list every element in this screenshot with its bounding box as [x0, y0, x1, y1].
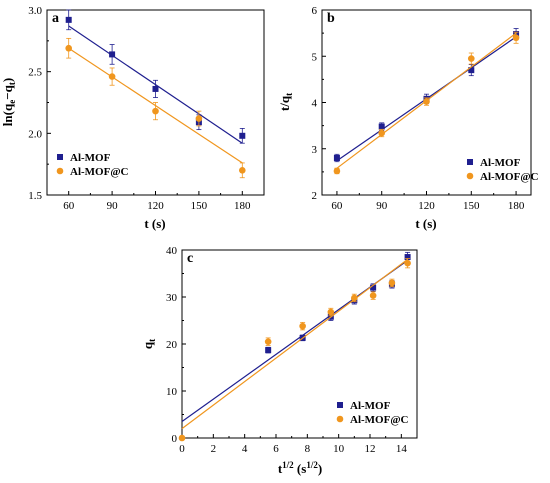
series-al-mof-c: [333, 31, 520, 175]
panel-letter: c: [187, 251, 193, 266]
legend-marker: [336, 415, 344, 423]
legend-marker: [466, 172, 474, 180]
x-tick-label: 0: [179, 443, 185, 455]
x-axis-title: t (s): [415, 216, 436, 231]
legend-marker: [57, 154, 63, 160]
y-tick-label: 3: [312, 144, 318, 156]
y-tick-label: 6: [312, 5, 318, 17]
y-tick-label: 40: [166, 245, 178, 257]
legend-label: Al-MOF@C: [480, 171, 539, 183]
x-tick-label: 150: [191, 200, 208, 212]
x-axis-title: t1/2 (s1/2): [278, 460, 322, 476]
x-tick-label: 60: [331, 200, 343, 212]
legend-label: Al-MOF@C: [350, 414, 409, 426]
data-point: [264, 338, 272, 345]
data-point: [333, 167, 341, 175]
legend-label: Al-MOF: [480, 157, 521, 169]
data-point: [333, 155, 340, 161]
data-point: [65, 16, 72, 23]
data-point: [299, 322, 306, 330]
x-tick-label: 120: [147, 200, 164, 212]
data-point: [378, 129, 386, 137]
x-tick-label: 2: [211, 443, 217, 455]
data-point: [108, 73, 116, 80]
y-tick-label: 2: [312, 190, 318, 202]
data-point: [109, 51, 116, 58]
chart-panel-c: 0 2 4 6 8 10 12 14 0 10 20 30 40 c t1/2 (s1/2) qt Al-MOF…: [140, 245, 418, 476]
data-point: [370, 284, 377, 291]
y-axis-title: t/qt: [277, 93, 294, 111]
y-tick-label: 30: [166, 292, 178, 304]
x-tick-label: 150: [463, 200, 480, 212]
data-point: [178, 434, 186, 442]
legend: Al-MOF Al-MOF@C: [56, 152, 129, 178]
x-tick-label: 60: [63, 200, 75, 212]
series-al-mof-c: [65, 37, 246, 179]
y-axis-title: ln(qe−qt): [0, 78, 17, 126]
data-point: [467, 55, 475, 62]
series-al-mof: [333, 28, 520, 163]
y-tick-label: 2.0: [28, 128, 42, 140]
legend-marker: [337, 402, 343, 408]
data-point: [468, 67, 475, 74]
x-tick-label: 90: [107, 200, 119, 212]
y-tick-label: 2.5: [28, 67, 42, 79]
x-tick-label: 14: [396, 443, 408, 455]
series-al-mof-c: [178, 258, 411, 442]
legend: Al-MOF Al-MOF@C: [466, 157, 539, 183]
data-point: [404, 259, 411, 267]
data-point: [404, 254, 411, 261]
data-point: [423, 98, 430, 105]
data-point: [378, 123, 385, 130]
legend-label: Al-MOF: [70, 152, 111, 164]
x-tick-label: 6: [273, 443, 279, 455]
data-point: [152, 107, 159, 115]
y-tick-label: 4: [312, 98, 318, 110]
y-tick-label: 0: [172, 433, 178, 445]
data-point: [265, 347, 272, 354]
y-tick-label: 20: [166, 339, 178, 351]
y-axis-title: qt: [140, 339, 157, 349]
data-point: [512, 34, 520, 42]
data-point: [195, 115, 203, 122]
legend-label: Al-MOF@C: [70, 166, 129, 178]
data-point: [388, 279, 396, 287]
data-point: [152, 85, 159, 92]
panel-letter: b: [327, 11, 335, 26]
y-tick-label: 10: [166, 386, 178, 398]
data-point: [239, 132, 246, 139]
x-axis-title: t (s): [144, 216, 165, 231]
panel-letter: a: [52, 11, 59, 26]
legend-marker: [467, 159, 473, 165]
data-point: [327, 308, 335, 316]
x-tick-label: 180: [234, 200, 251, 212]
x-tick-label: 180: [508, 200, 525, 212]
legend: Al-MOF Al-MOF@C: [336, 400, 409, 426]
data-point: [369, 292, 377, 299]
data-point: [351, 294, 358, 302]
chart-panel-a: 60 90 120 150 180 1.5 2.0 2.5 3.0 a t (s) ln(qe−qt)…: [0, 5, 265, 231]
x-tick-label: 12: [365, 443, 376, 455]
y-tick-label: 3.0: [28, 5, 42, 17]
legend-label: Al-MOF: [350, 400, 391, 412]
legend-marker: [56, 167, 64, 175]
data-point: [65, 44, 72, 52]
x-tick-label: 120: [418, 200, 435, 212]
y-tick-label: 1.5: [28, 190, 42, 202]
y-tick-label: 5: [312, 51, 318, 63]
series-al-mof: [181, 251, 411, 423]
data-point: [239, 167, 246, 174]
fit-line: [181, 258, 408, 430]
x-tick-label: 4: [242, 443, 248, 455]
x-tick-label: 10: [333, 443, 345, 455]
series-al-mof: [65, 9, 246, 144]
x-tick-label: 8: [305, 443, 311, 455]
x-tick-label: 90: [376, 200, 388, 212]
